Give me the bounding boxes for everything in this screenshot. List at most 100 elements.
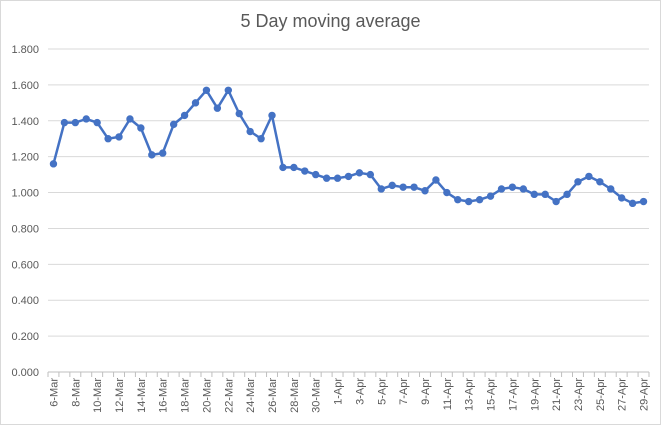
x-tick-label: 15-Apr (486, 378, 498, 411)
x-tick-label: 8-Mar (70, 378, 82, 407)
data-point (432, 176, 440, 184)
data-point (49, 160, 58, 168)
data-point (268, 111, 276, 120)
x-tick-label: 13-Apr (464, 378, 476, 411)
data-point (344, 172, 353, 181)
data-point (322, 174, 331, 182)
data-point (93, 118, 101, 127)
y-tick-label: 1.600 (11, 80, 39, 92)
x-tick-label: 18-Mar (180, 378, 192, 413)
data-point (454, 196, 462, 204)
x-tick-label: 16-Mar (158, 378, 170, 413)
data-point (213, 104, 222, 112)
data-point (388, 181, 396, 190)
y-tick-label: 0.600 (11, 259, 39, 271)
data-point (399, 183, 407, 191)
data-point (628, 199, 637, 208)
x-tick-label: 22-Mar (223, 378, 235, 413)
data-point (475, 196, 484, 204)
data-point (159, 149, 167, 157)
data-point (617, 194, 626, 202)
data-point (60, 118, 69, 127)
data-point (148, 151, 156, 159)
data-point (443, 188, 451, 197)
axes (47, 371, 650, 377)
x-tick-label: 20-Mar (201, 378, 213, 413)
y-tick-label: 0.800 (11, 223, 39, 235)
data-point (552, 197, 560, 206)
data-point (126, 115, 134, 123)
data-point (104, 135, 112, 143)
x-tick-label: 29-Apr (639, 378, 651, 411)
data-point (596, 178, 604, 186)
data-point (355, 169, 364, 177)
data-point (115, 133, 123, 141)
data-point (607, 185, 615, 193)
data-point (465, 197, 473, 206)
x-tick-label: 5-Apr (376, 378, 388, 405)
data-point (497, 185, 506, 193)
data-point (224, 86, 233, 94)
y-axis-ticks: 0.000 0.200 0.400 0.600 0.800 1.000 1.200 1.400… (11, 44, 39, 379)
data-point (235, 109, 243, 118)
y-tick-label: 1.800 (11, 44, 39, 56)
data-point (377, 185, 385, 193)
x-tick-label: 11-Apr (442, 378, 454, 411)
data-point (585, 172, 593, 181)
x-tick-label: 7-Apr (398, 378, 410, 405)
x-tick-label: 1-Apr (333, 378, 345, 405)
x-tick-label: 27-Apr (617, 378, 629, 411)
x-tick-label: 28-Mar (289, 378, 301, 413)
data-point (563, 190, 571, 199)
data-point (410, 183, 418, 191)
data-point (366, 170, 375, 179)
data-point (71, 118, 80, 127)
data-point (519, 185, 528, 193)
x-tick-label: 30-Mar (311, 378, 323, 413)
x-tick-label: 12-Mar (114, 378, 126, 413)
gridlines (48, 48, 649, 337)
x-tick-label: 14-Mar (136, 378, 148, 413)
data-point (421, 187, 429, 195)
data-point (574, 178, 582, 186)
y-tick-label: 1.400 (11, 116, 39, 128)
data-point (169, 120, 178, 129)
y-tick-label: 0.400 (11, 295, 39, 307)
data-series (49, 86, 648, 208)
x-tick-label: 23-Apr (573, 378, 585, 411)
data-point (486, 192, 495, 200)
data-point (191, 99, 200, 107)
y-tick-label: 1.200 (11, 152, 39, 164)
data-point (541, 190, 549, 199)
data-point (639, 197, 648, 206)
x-tick-label: 26-Mar (267, 378, 279, 413)
series-line (52, 89, 644, 205)
data-point (137, 124, 145, 132)
y-tick-label: 0.000 (11, 367, 39, 379)
x-tick-label: 17-Apr (507, 378, 519, 411)
data-point (530, 190, 538, 199)
data-point (290, 163, 298, 172)
data-point (508, 183, 517, 191)
data-point (257, 135, 265, 143)
x-tick-label: 21-Apr (551, 378, 563, 411)
x-tick-label: 6-Mar (48, 378, 60, 407)
x-tick-label: 3-Apr (354, 378, 366, 405)
x-tick-label: 19-Apr (529, 378, 541, 411)
y-tick-label: 0.200 (11, 331, 39, 343)
data-point (202, 86, 211, 94)
data-point (279, 163, 287, 172)
data-point (246, 127, 254, 136)
data-point (180, 111, 189, 120)
x-axis-ticks: 6-Mar 8-Mar 10-Mar 12-Mar 14-Mar 16-Mar 18-Mar… (48, 378, 650, 413)
x-tick-label: 24-Mar (245, 378, 257, 413)
chart-title: 5 Day moving average (240, 11, 421, 31)
data-point (301, 167, 309, 175)
y-tick-label: 1.000 (11, 188, 39, 200)
data-point (333, 174, 342, 182)
x-tick-label: 25-Apr (595, 378, 607, 411)
data-point (82, 115, 90, 123)
data-point (312, 170, 320, 179)
